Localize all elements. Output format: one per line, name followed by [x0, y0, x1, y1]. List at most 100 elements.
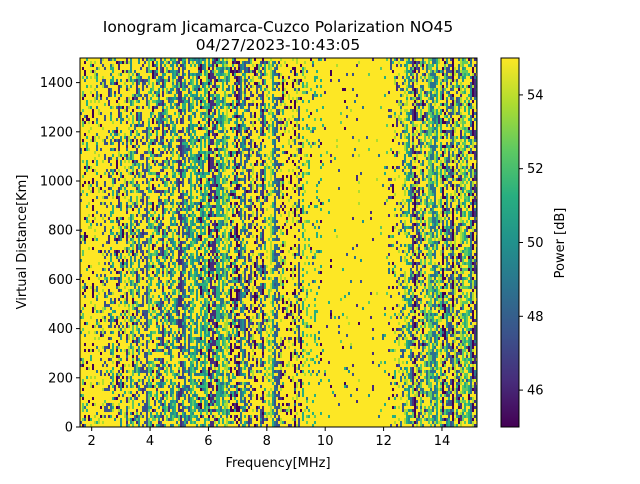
heatmap-column-speckle — [234, 73, 236, 412]
colorbar-ticks: 46 48 50 52 54 — [519, 88, 544, 399]
colorbar-label: Power [dB] — [553, 208, 568, 279]
heatmap-column — [320, 58, 322, 415]
heatmap-column — [118, 61, 120, 415]
heatmap-column-speckle — [100, 94, 102, 418]
heatmap-column — [180, 58, 182, 427]
heatmap-column-speckle — [158, 94, 160, 424]
heatmap-column-speckle — [290, 70, 292, 427]
heatmap-column — [86, 58, 88, 412]
heatmap-column-speckle — [244, 73, 246, 427]
heatmap-column — [416, 61, 418, 427]
heatmap-column — [266, 73, 268, 427]
heatmap-column-speckle — [246, 85, 248, 412]
heatmap-column — [210, 64, 212, 427]
heatmap-column-speckle — [472, 73, 474, 427]
heatmap-column — [208, 58, 210, 427]
heatmap-column — [84, 61, 86, 418]
heatmap-column-speckle — [146, 70, 148, 427]
heatmap-column — [94, 61, 96, 418]
heatmap-column — [378, 154, 380, 418]
heatmap-column-speckle — [334, 394, 336, 397]
heatmap-column-speckle — [150, 112, 152, 424]
heatmap-column-speckle — [178, 73, 180, 427]
heatmap-column — [308, 100, 310, 418]
heatmap-column-speckle — [452, 85, 454, 427]
heatmap-column-speckle — [218, 67, 220, 421]
heatmap-column-speckle — [190, 109, 192, 394]
heatmap-column — [474, 58, 476, 427]
heatmap-column-speckle — [294, 88, 296, 421]
heatmap-column — [142, 58, 144, 427]
heatmap-column-speckle — [120, 106, 122, 427]
heatmap-column — [290, 100, 292, 415]
x-tick-label: 8 — [263, 434, 271, 449]
heatmap-column — [430, 58, 432, 427]
heatmap-column-speckle — [328, 361, 330, 364]
heatmap-column-speckle — [122, 118, 124, 397]
heatmap-column-speckle — [324, 370, 326, 373]
heatmap-column-speckle — [424, 73, 426, 412]
heatmap-column-speckle — [444, 61, 446, 427]
heatmap-column — [396, 58, 398, 397]
heatmap-column — [282, 76, 284, 424]
heatmap-column-speckle — [254, 67, 256, 349]
heatmap-column-speckle — [468, 58, 470, 400]
heatmap-column — [232, 58, 234, 424]
colorbar-tick-label: 46 — [527, 384, 544, 399]
heatmap-column-speckle — [282, 79, 284, 424]
heatmap-column-speckle — [284, 61, 286, 376]
heatmap-column — [366, 136, 368, 139]
heatmap-column — [384, 76, 386, 406]
heatmap-column — [248, 58, 250, 427]
heatmap-column — [224, 61, 226, 427]
heatmap-column — [440, 70, 442, 427]
chart-title: Ionogram Jicamarca-Cuzco Polarization NO… — [103, 18, 453, 36]
heatmap-column-speckle — [196, 73, 198, 409]
heatmap-column — [304, 61, 306, 412]
colorbar-tick-label: 52 — [527, 162, 544, 177]
y-tick-label: 1200 — [40, 125, 73, 140]
heatmap-column-speckle — [134, 94, 136, 397]
heatmap-column-speckle — [126, 85, 128, 427]
heatmap-column-speckle — [248, 58, 250, 427]
heatmap-column-speckle — [446, 67, 448, 421]
heatmap-column-speckle — [332, 391, 334, 394]
heatmap-column — [412, 58, 414, 427]
heatmap-column — [168, 61, 170, 421]
heatmap-column — [368, 394, 370, 397]
heatmap-column — [394, 58, 396, 418]
heatmap-column-speckle — [268, 97, 270, 382]
heatmap-column — [100, 58, 102, 376]
heatmap-column — [164, 64, 166, 427]
heatmap-column-speckle — [274, 70, 276, 418]
heatmap-column-speckle — [466, 136, 468, 382]
heatmap-column-speckle — [232, 61, 234, 412]
heatmap-column — [124, 61, 126, 418]
heatmap-column-speckle — [264, 61, 266, 421]
heatmap-column-speckle — [276, 64, 278, 421]
heatmap-column-speckle — [450, 73, 452, 391]
heatmap-column — [408, 61, 410, 424]
heatmap-column — [156, 61, 158, 427]
heatmap-column — [166, 61, 168, 421]
heatmap-column-speckle — [402, 94, 404, 373]
heatmap-column — [108, 58, 110, 418]
heatmap-column-speckle — [192, 58, 194, 415]
heatmap-column-speckle — [432, 64, 434, 421]
heatmap-column-speckle — [448, 94, 450, 427]
heatmap-column-speckle — [288, 76, 290, 427]
heatmap-column-speckle — [258, 85, 260, 409]
heatmap-column-speckle — [138, 76, 140, 376]
heatmap-column-speckle — [116, 79, 118, 376]
heatmap-column-speckle — [186, 85, 188, 424]
heatmap-column — [326, 325, 328, 328]
heatmap-column — [406, 58, 408, 424]
heatmap-column — [92, 70, 94, 406]
heatmap-column-speckle — [208, 58, 210, 427]
heatmap-column-speckle — [152, 58, 154, 421]
heatmap-column-speckle — [458, 88, 460, 424]
heatmap-column-speckle — [180, 100, 182, 427]
heatmap-column-speckle — [420, 85, 422, 415]
plot-frame — [79, 57, 478, 428]
